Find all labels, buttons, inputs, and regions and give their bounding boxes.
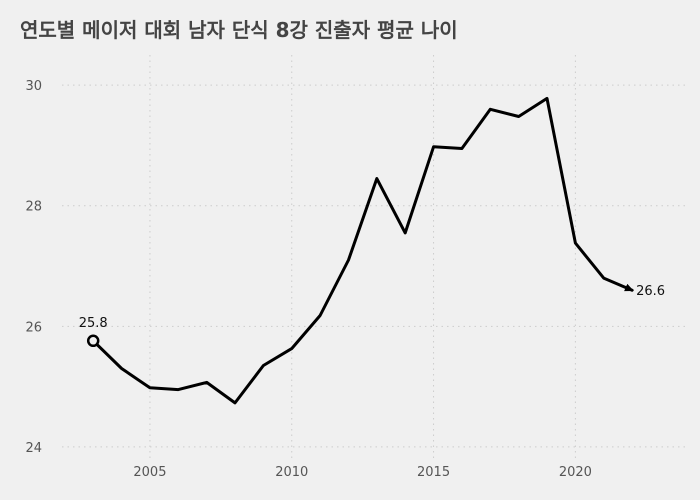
- chart-title: 연도별 메이저 대회 남자 단식 8강 진출자 평균 나이: [20, 18, 458, 42]
- y-tick-label: 30: [25, 79, 42, 94]
- x-tick-label: 2015: [417, 465, 450, 480]
- start-point-marker: [86, 334, 100, 348]
- y-tick-label: 24: [25, 441, 42, 456]
- x-tick-label: 2005: [133, 465, 166, 480]
- x-tick-label: 2020: [559, 465, 592, 480]
- x-tick-label: 2010: [275, 465, 308, 480]
- y-tick-label: 26: [25, 320, 42, 335]
- y-tick-label: 28: [25, 200, 42, 215]
- end-value-label: 26.6: [636, 284, 665, 299]
- start-value-label: 25.8: [79, 316, 108, 331]
- series-line: [91, 96, 634, 405]
